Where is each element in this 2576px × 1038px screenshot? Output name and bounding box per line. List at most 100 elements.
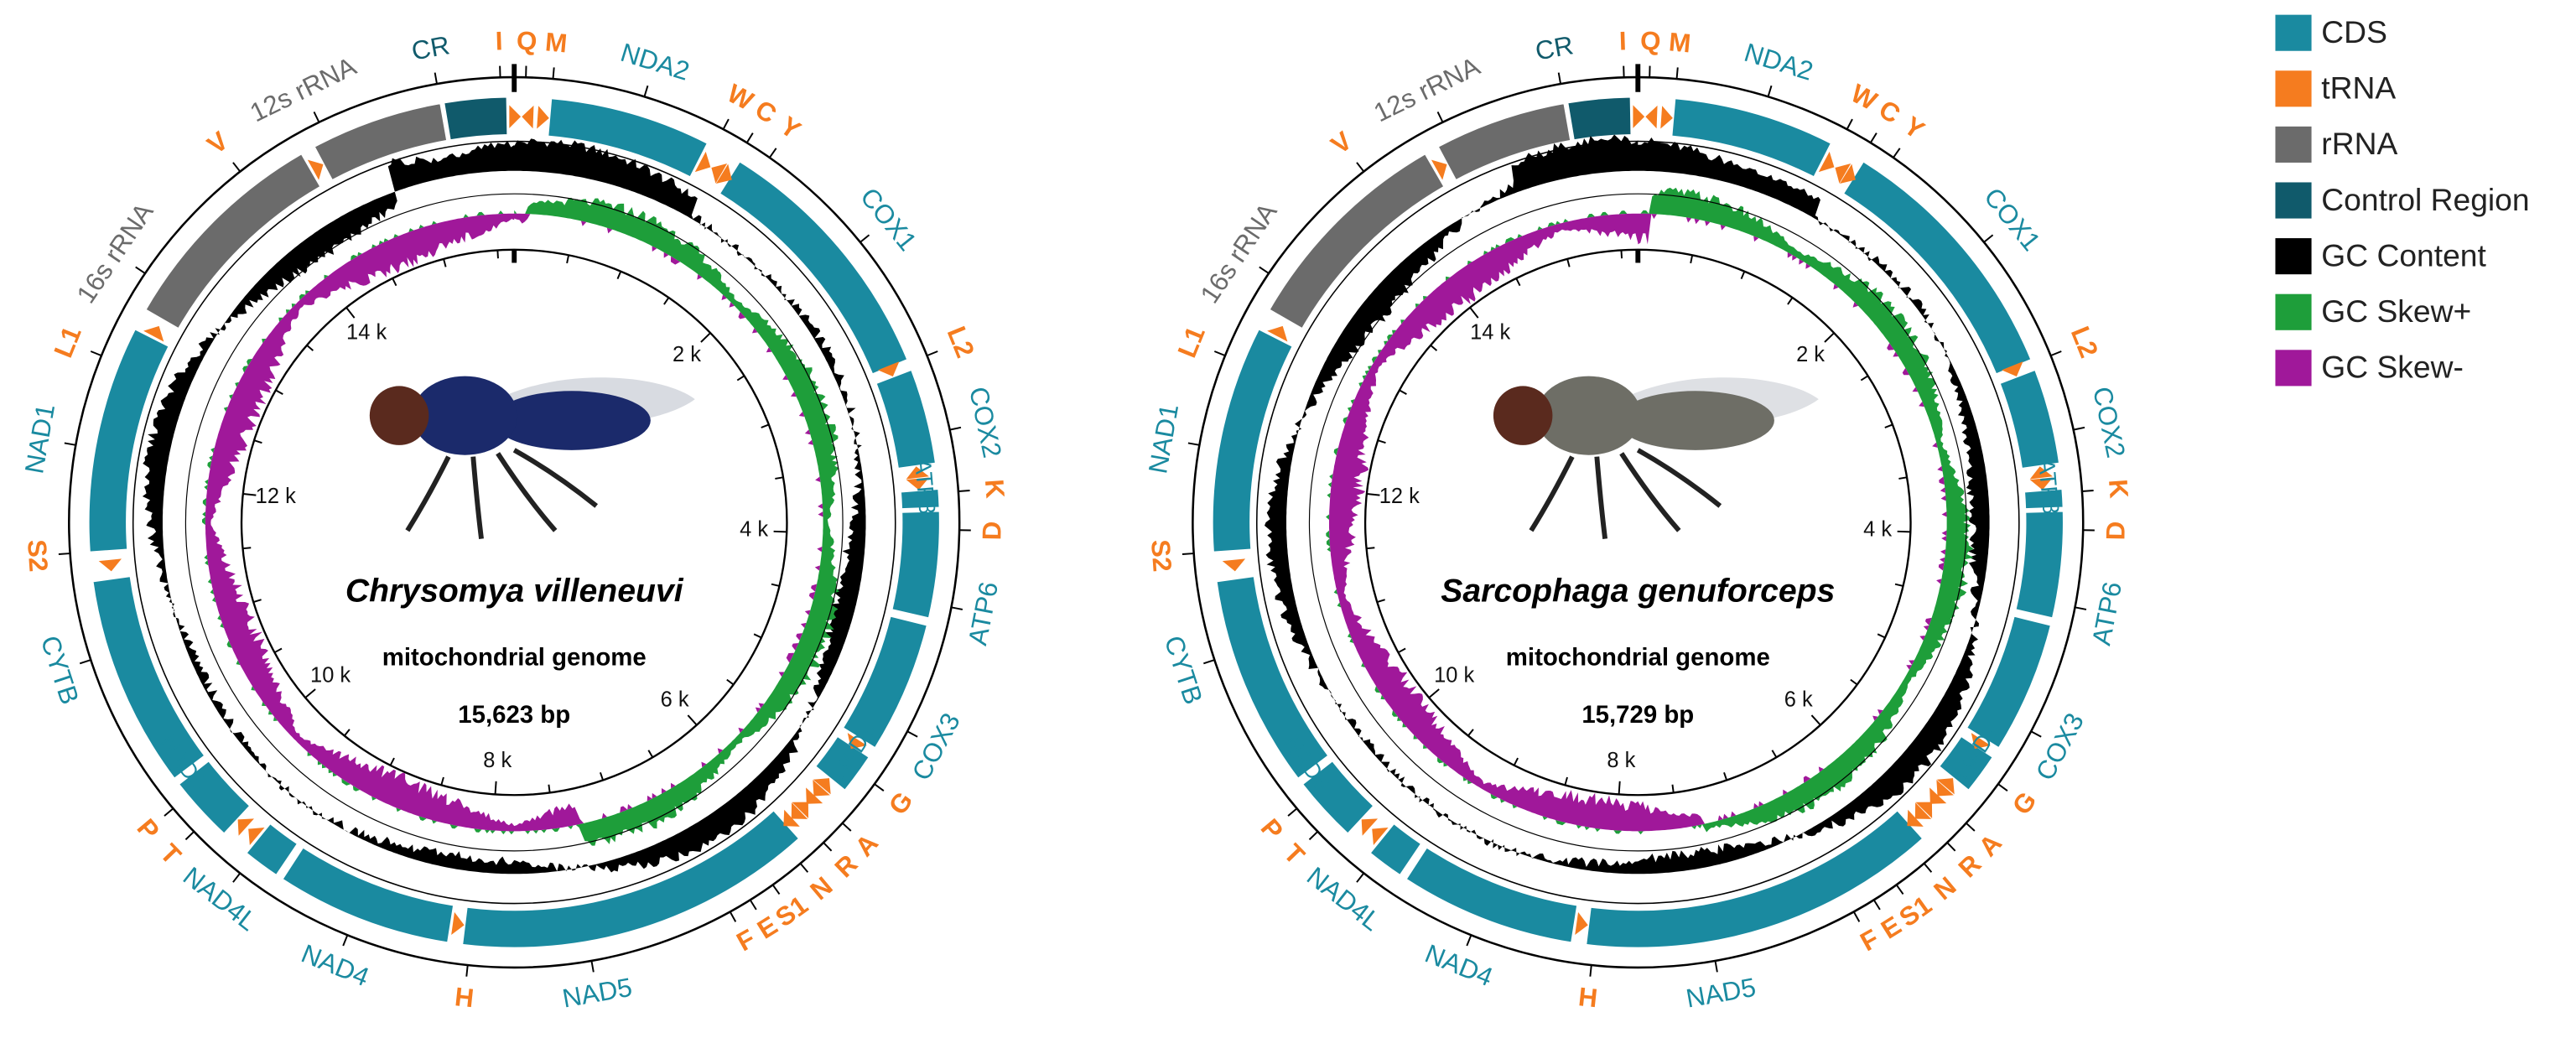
fly-leg bbox=[470, 456, 484, 539]
gene-label: M bbox=[1668, 27, 1692, 58]
scale-tick bbox=[753, 633, 762, 639]
gene-arc bbox=[875, 369, 937, 470]
trna-arrow bbox=[98, 558, 122, 572]
trna-arrow bbox=[537, 106, 549, 129]
trna-arrow bbox=[1372, 827, 1389, 846]
scale-tick bbox=[700, 332, 711, 343]
scale-tick bbox=[1566, 258, 1571, 267]
gene-arc bbox=[1966, 615, 2052, 749]
fly-leg bbox=[1529, 455, 1575, 532]
gene-label: H bbox=[1577, 982, 1599, 1013]
outer-tick bbox=[1589, 964, 1592, 977]
trna-arrow bbox=[715, 163, 732, 184]
scale-tick bbox=[306, 345, 314, 351]
fly-leg bbox=[1594, 456, 1608, 539]
scale-tick bbox=[1428, 688, 1440, 698]
outer-tick bbox=[90, 350, 102, 357]
scale-label: 14 k bbox=[1470, 320, 1510, 344]
gene-arc bbox=[178, 760, 252, 835]
outer-tick bbox=[1895, 884, 1904, 895]
gc-skew-negative bbox=[205, 213, 823, 832]
gene-label: NDA2 bbox=[1741, 38, 1816, 86]
ring-circle bbox=[184, 193, 844, 852]
trna-arrow bbox=[806, 787, 823, 804]
scale-tick bbox=[771, 583, 780, 587]
gene-label: COX2 bbox=[963, 384, 1007, 460]
gene-arc bbox=[1268, 153, 1446, 330]
gene-label: L1 bbox=[1172, 322, 1211, 361]
outer-tick bbox=[949, 426, 962, 431]
outer-tick bbox=[958, 490, 970, 492]
scale-tick bbox=[736, 375, 745, 381]
gene-label: 12s rRNA bbox=[1369, 51, 1484, 127]
trna-arrow bbox=[1936, 780, 1954, 797]
scale-tick bbox=[392, 278, 397, 287]
outer-tick bbox=[722, 118, 730, 130]
scale-tick bbox=[496, 250, 499, 259]
scale-label: 8 k bbox=[483, 749, 512, 772]
scale-tick bbox=[1740, 271, 1746, 280]
trna-arrow bbox=[791, 802, 808, 819]
trna-arrow bbox=[1936, 778, 1955, 795]
outer-tick bbox=[729, 911, 737, 922]
gene-label: W bbox=[1846, 79, 1883, 117]
legend-label: rRNA bbox=[2321, 126, 2397, 161]
scale-tick bbox=[273, 647, 283, 654]
ring-circle bbox=[132, 140, 896, 905]
scale-tick bbox=[687, 714, 698, 726]
legend-swatch bbox=[2275, 70, 2312, 107]
genome-length: 15,729 bp bbox=[1581, 701, 1694, 729]
outer-tick bbox=[1436, 112, 1444, 123]
scale-tick bbox=[1620, 250, 1623, 259]
gene-label: ATP8 bbox=[2033, 458, 2064, 516]
gene-label: Y bbox=[775, 111, 806, 145]
gene-label: Y bbox=[1898, 111, 1929, 145]
trna-arrow bbox=[813, 780, 830, 797]
gene-label: C bbox=[750, 95, 782, 130]
outer-tick bbox=[1187, 442, 1200, 446]
scale-tick bbox=[1898, 476, 1908, 480]
gene-label: L2 bbox=[942, 322, 980, 361]
legend-swatch bbox=[2275, 238, 2312, 275]
fly-leg bbox=[512, 448, 599, 508]
scale-tick bbox=[1877, 633, 1886, 639]
outer-tick bbox=[434, 72, 438, 85]
outer-tick bbox=[1182, 553, 1194, 555]
gene-label: G bbox=[883, 786, 919, 820]
gene-arc bbox=[900, 488, 941, 510]
legend-label: Control Region bbox=[2321, 182, 2529, 217]
scale-tick bbox=[275, 389, 283, 395]
gene-label: M bbox=[544, 27, 569, 58]
trna-arrow bbox=[1914, 802, 1932, 819]
trna-arrow bbox=[813, 778, 831, 795]
scale-tick bbox=[1884, 423, 1893, 428]
gene-arc bbox=[144, 153, 322, 330]
scale-tick bbox=[1723, 771, 1728, 781]
outer-tick bbox=[842, 822, 852, 832]
subtitle: mitochondrial genome bbox=[382, 643, 647, 671]
species-name: Sarcophaga genuforceps bbox=[1441, 573, 1835, 610]
gene-label: ATP6 bbox=[2086, 579, 2127, 647]
outer-tick bbox=[232, 162, 242, 173]
trna-arrow bbox=[1818, 151, 1835, 173]
gene-label: ATP6 bbox=[963, 579, 1004, 647]
outer-tick bbox=[2073, 426, 2085, 431]
trna-arrow bbox=[143, 325, 164, 342]
scale-label: 14 k bbox=[346, 320, 387, 344]
outer-tick bbox=[1946, 842, 1956, 852]
scale-tick bbox=[566, 255, 570, 264]
scale-tick bbox=[1671, 784, 1675, 793]
trna-arrow bbox=[906, 477, 930, 490]
gene-label: T bbox=[154, 838, 186, 870]
gene-arc bbox=[1938, 735, 1994, 791]
scale-tick bbox=[1377, 439, 1386, 444]
outer-tick bbox=[2075, 606, 2087, 610]
scale-tick bbox=[1399, 389, 1407, 395]
gene-label: ATP8 bbox=[910, 458, 941, 516]
trna-arrow bbox=[694, 151, 711, 173]
gene-label: N bbox=[805, 871, 839, 906]
gene-label: F bbox=[1856, 923, 1884, 957]
genome-map: 2 k 4 k 6 k 8 k 10 k 12 k 14 k CR I Q M NDA2 WCY COX1… bbox=[19, 26, 1010, 1014]
gene-arc bbox=[891, 510, 941, 620]
gene-arc bbox=[245, 823, 299, 876]
